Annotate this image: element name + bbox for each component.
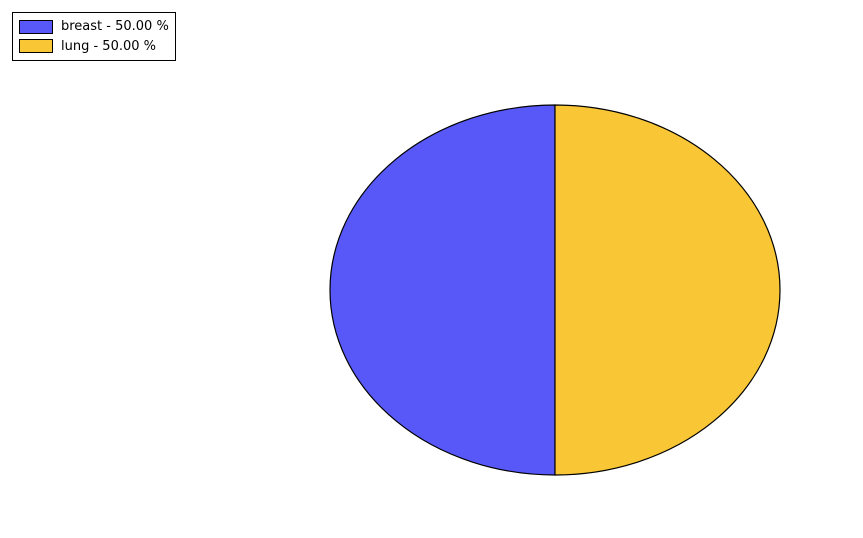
legend-swatch-breast bbox=[19, 20, 53, 34]
legend: breast - 50.00 % lung - 50.00 % bbox=[12, 12, 176, 61]
pie-slice-lung bbox=[555, 105, 780, 475]
pie-svg bbox=[300, 100, 810, 480]
legend-item-lung: lung - 50.00 % bbox=[19, 37, 169, 57]
legend-item-breast: breast - 50.00 % bbox=[19, 17, 169, 37]
legend-label-lung: lung - 50.00 % bbox=[61, 37, 156, 57]
pie-slices bbox=[330, 105, 780, 475]
pie-slice-breast bbox=[330, 105, 555, 475]
legend-label-breast: breast - 50.00 % bbox=[61, 17, 169, 37]
legend-swatch-lung bbox=[19, 39, 53, 53]
pie-chart bbox=[300, 100, 810, 480]
